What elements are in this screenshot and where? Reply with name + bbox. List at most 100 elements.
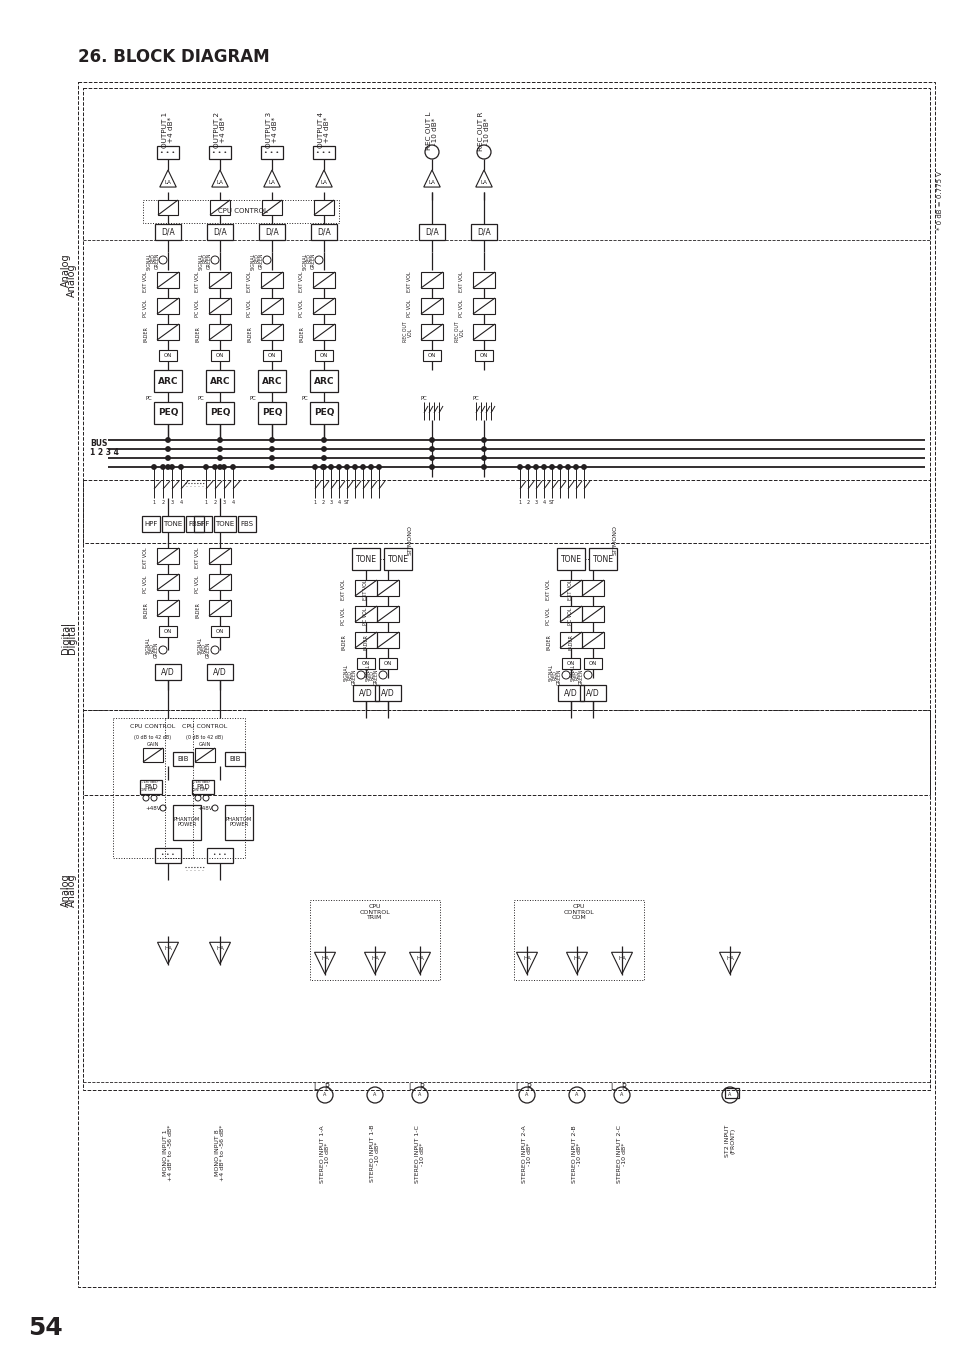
- Circle shape: [481, 437, 486, 443]
- Text: A/D: A/D: [358, 688, 373, 698]
- Bar: [159, 626, 177, 637]
- Text: GREEN: GREEN: [258, 252, 263, 270]
- Text: CPU CONTROL: CPU CONTROL: [182, 724, 228, 729]
- Text: TONE: TONE: [560, 555, 581, 563]
- Text: PEQ: PEQ: [210, 409, 230, 417]
- Bar: [154, 224, 181, 240]
- Text: ON: ON: [215, 352, 224, 358]
- Text: 4: 4: [542, 501, 545, 505]
- Text: EXT VOL: EXT VOL: [195, 271, 200, 293]
- Text: SIGNAL: SIGNAL: [302, 252, 307, 270]
- Text: RED: RED: [552, 670, 557, 680]
- Text: FADER: FADER: [568, 634, 573, 649]
- Text: A/D: A/D: [585, 688, 599, 698]
- Circle shape: [313, 464, 316, 470]
- Text: BIB: BIB: [229, 756, 240, 761]
- Text: FADER: FADER: [195, 602, 200, 618]
- Text: L: L: [408, 1084, 412, 1092]
- Text: A: A: [417, 1092, 421, 1098]
- Text: FADER: FADER: [299, 327, 304, 342]
- Bar: [588, 548, 617, 570]
- Bar: [158, 200, 178, 215]
- Text: EXT VOL: EXT VOL: [247, 271, 253, 293]
- Text: BUS
1 2 3 4: BUS 1 2 3 4: [90, 439, 119, 458]
- Bar: [352, 548, 379, 570]
- Text: STEREO INPUT 2-B
-10 dB*: STEREO INPUT 2-B -10 dB*: [571, 1125, 581, 1183]
- Bar: [157, 574, 179, 590]
- Text: CPU CONTROL: CPU CONTROL: [218, 208, 268, 215]
- Text: Digital: Digital: [67, 622, 77, 653]
- Bar: [140, 780, 162, 794]
- Text: GREEN: GREEN: [153, 641, 158, 659]
- Circle shape: [353, 464, 356, 470]
- Text: PC: PC: [301, 396, 308, 401]
- Circle shape: [178, 464, 183, 470]
- Circle shape: [231, 464, 235, 470]
- Circle shape: [321, 456, 326, 460]
- Text: ON: ON: [566, 662, 575, 666]
- Text: HA: HA: [215, 945, 224, 950]
- Circle shape: [430, 447, 434, 451]
- Text: REC OUT R
-10 dB*: REC OUT R -10 dB*: [477, 112, 490, 151]
- Bar: [211, 350, 229, 360]
- Text: FADER: FADER: [546, 634, 551, 649]
- Text: STEREO INPUT 2-C
-10 dB*: STEREO INPUT 2-C -10 dB*: [617, 1125, 626, 1183]
- Text: D/A: D/A: [316, 228, 331, 236]
- Bar: [261, 146, 283, 159]
- Text: HA: HA: [522, 956, 531, 960]
- Text: 3: 3: [534, 501, 537, 505]
- Text: RED: RED: [369, 670, 375, 680]
- Bar: [420, 271, 442, 288]
- Bar: [207, 848, 233, 863]
- Circle shape: [481, 464, 486, 470]
- Text: A: A: [525, 1092, 528, 1098]
- Text: ARC: ARC: [157, 377, 178, 386]
- Bar: [420, 324, 442, 340]
- Bar: [211, 626, 229, 637]
- Text: EXT VOL: EXT VOL: [143, 548, 149, 568]
- Text: PC VOL: PC VOL: [568, 608, 573, 625]
- Bar: [313, 271, 335, 288]
- Text: A/D: A/D: [213, 667, 227, 676]
- Bar: [157, 271, 179, 288]
- Text: MONO INPUT 1
+4 dB* to -56 dB*: MONO INPUT 1 +4 dB* to -56 dB*: [163, 1125, 173, 1181]
- Circle shape: [534, 464, 537, 470]
- Bar: [311, 224, 336, 240]
- Circle shape: [336, 464, 341, 470]
- Text: • • •: • • •: [213, 852, 227, 857]
- Bar: [207, 664, 233, 680]
- Bar: [154, 664, 181, 680]
- Circle shape: [321, 447, 326, 451]
- Circle shape: [166, 447, 170, 451]
- Text: GAIN: GAIN: [147, 743, 159, 748]
- Bar: [157, 298, 179, 315]
- Bar: [165, 718, 245, 859]
- Circle shape: [270, 464, 274, 470]
- Bar: [310, 370, 337, 392]
- Text: EXT VOL: EXT VOL: [407, 271, 412, 293]
- Bar: [583, 657, 601, 670]
- Text: LA: LA: [480, 181, 487, 185]
- Text: ON: ON: [164, 352, 172, 358]
- Text: R: R: [324, 1084, 330, 1092]
- Circle shape: [166, 464, 170, 470]
- Circle shape: [376, 464, 381, 470]
- Text: PC VOL: PC VOL: [299, 300, 304, 317]
- Bar: [376, 632, 398, 648]
- Bar: [258, 224, 285, 240]
- Text: GREEN: GREEN: [578, 668, 583, 686]
- Text: R: R: [526, 1084, 531, 1092]
- Text: EXT VOL: EXT VOL: [459, 271, 464, 293]
- Text: PC VOL: PC VOL: [195, 300, 200, 317]
- Text: PHANTOM
POWER: PHANTOM POWER: [226, 817, 252, 828]
- Text: REC OUT
VOL: REC OUT VOL: [402, 321, 413, 343]
- Bar: [473, 271, 495, 288]
- Text: PC: PC: [146, 396, 152, 401]
- Text: ON: ON: [268, 352, 276, 358]
- Text: +48V: +48V: [197, 806, 213, 810]
- Text: ON: ON: [164, 629, 172, 634]
- Circle shape: [217, 447, 222, 451]
- Text: Analog: Analog: [67, 263, 77, 297]
- Text: GREEN: GREEN: [205, 641, 211, 659]
- Text: • • •: • • •: [160, 150, 175, 155]
